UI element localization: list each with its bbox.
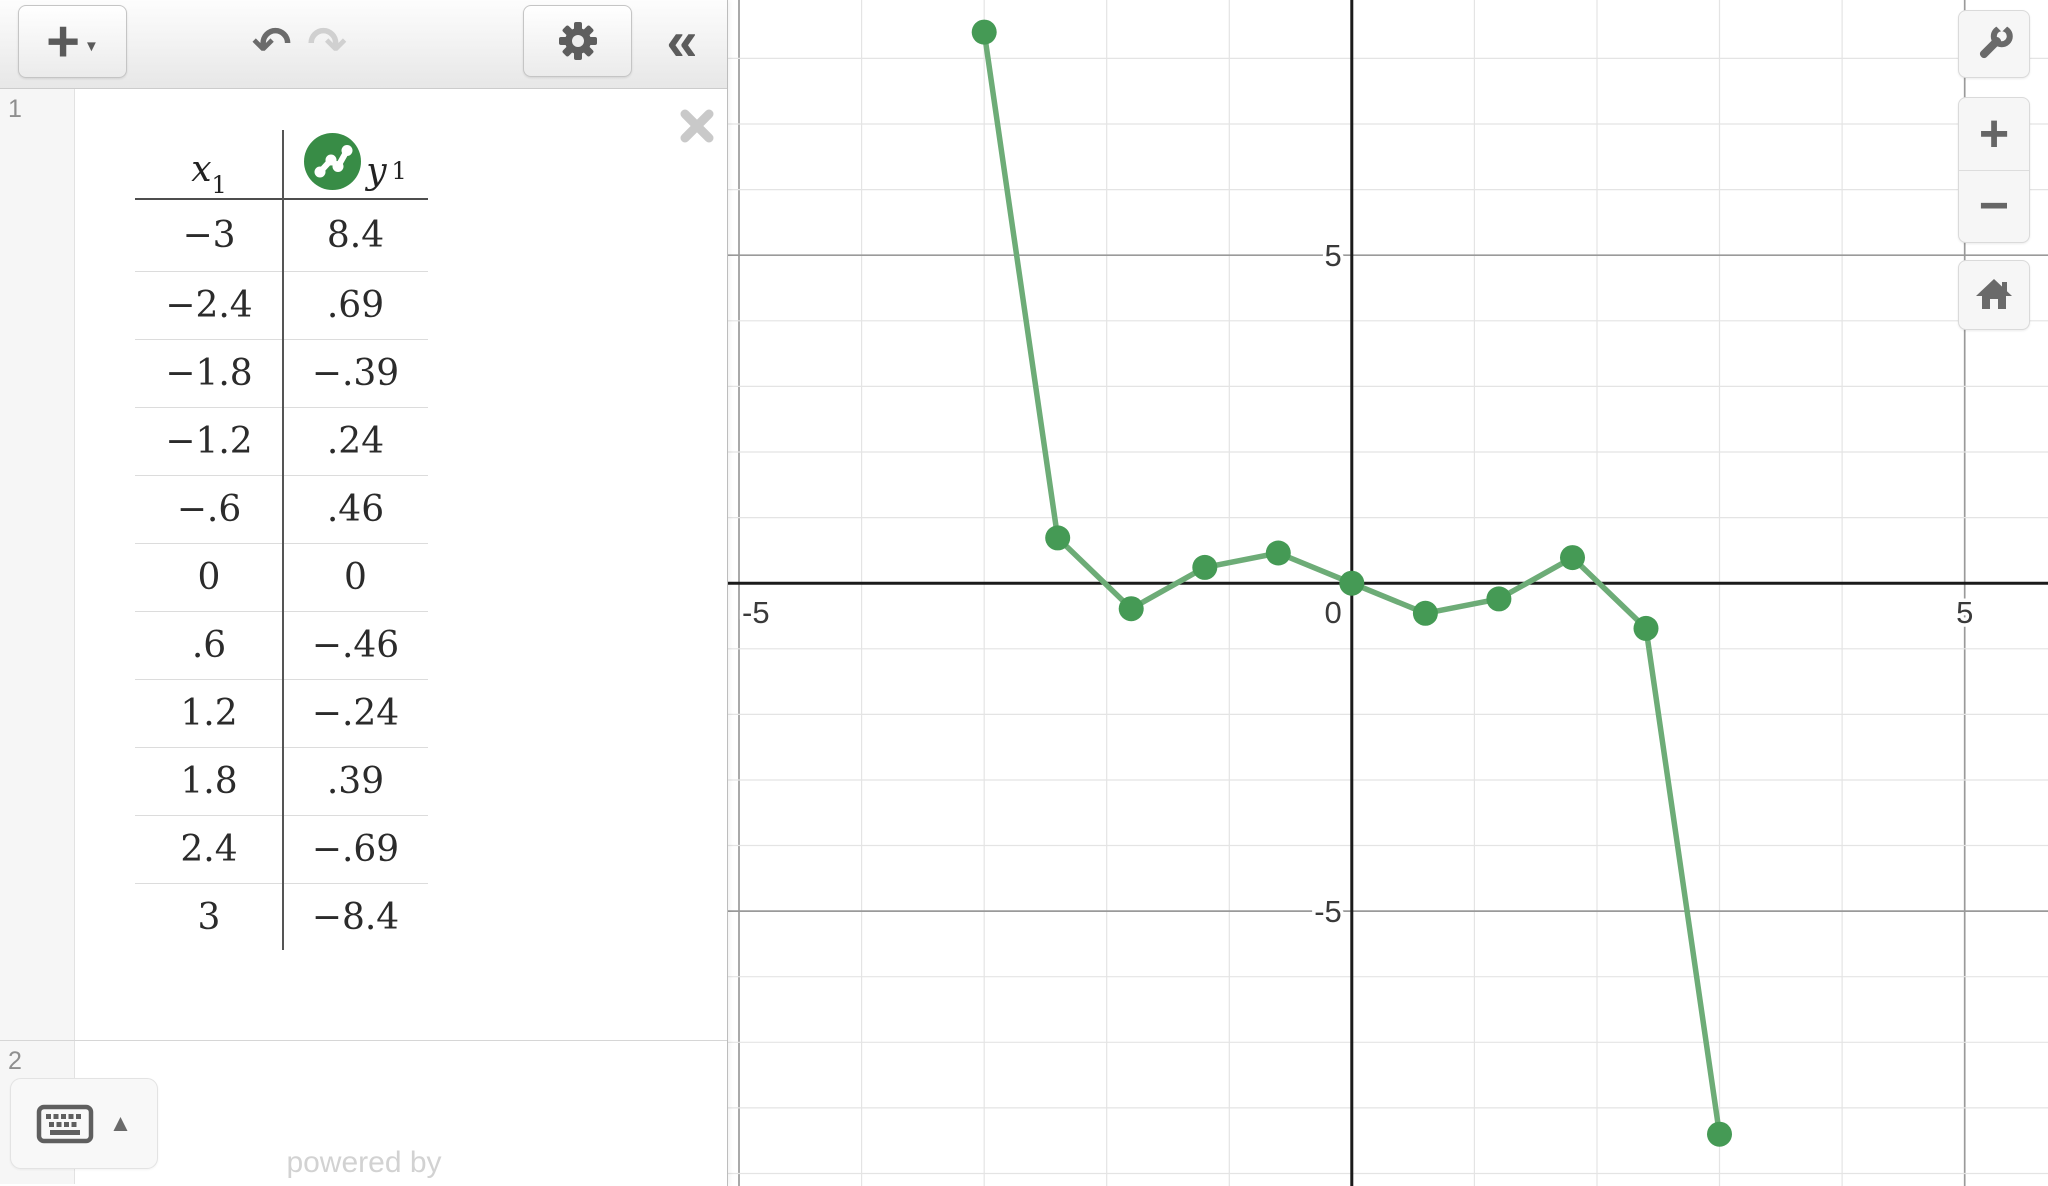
table-column-divider [282, 130, 284, 950]
plus-icon: + [46, 8, 80, 74]
table-row: −.6 .46 [135, 475, 428, 543]
axis-tick-label: 5 [1956, 595, 1973, 630]
close-icon [680, 109, 714, 142]
x-value-cell[interactable]: −1.8 [165, 353, 253, 394]
table-row: −3 8.4 [135, 200, 428, 271]
table-row: −1.2 .24 [135, 407, 428, 475]
data-point[interactable] [1707, 1121, 1732, 1147]
data-point[interactable] [1118, 596, 1144, 622]
zoom-out-button[interactable]: − [1959, 169, 2029, 243]
x-value-cell[interactable]: 1.8 [180, 761, 238, 802]
x-value-cell[interactable]: −2.4 [165, 285, 253, 326]
axis-tick-label: -5 [1314, 894, 1342, 929]
y-value-cell[interactable]: .46 [326, 489, 385, 530]
y-value-cell[interactable]: −.24 [311, 693, 400, 734]
y-value-cell[interactable]: 8.4 [326, 215, 385, 256]
y-value-cell[interactable]: .39 [326, 761, 385, 802]
axis-tick-label: -5 [742, 595, 770, 630]
data-point[interactable] [1560, 545, 1585, 571]
data-point[interactable] [1412, 600, 1438, 626]
x-value-cell[interactable]: .6 [191, 625, 227, 666]
powered-by-label: powered by [286, 1146, 442, 1179]
x-value-cell[interactable]: −1.2 [165, 421, 253, 462]
x-value-cell[interactable]: −.6 [176, 489, 242, 530]
home-icon [1976, 279, 2012, 309]
zoom-button-group: + − [1958, 97, 2030, 243]
y-value-cell[interactable]: −8.4 [311, 897, 400, 938]
wrench-icon [1979, 22, 2013, 59]
chevron-double-left-icon: « [666, 9, 698, 72]
plus-icon: + [1978, 104, 2010, 163]
expression-row-2: 2 [0, 1041, 727, 1184]
undo-icon[interactable]: ↶ [252, 17, 292, 72]
redo-icon[interactable]: ↷ [307, 17, 347, 72]
data-point[interactable] [1192, 554, 1218, 580]
y-value-cell[interactable]: .24 [326, 421, 385, 462]
x-value-cell[interactable]: −3 [182, 215, 236, 256]
close-expression-button[interactable] [675, 105, 719, 149]
data-point[interactable] [1486, 586, 1512, 612]
header-letter: y [366, 151, 387, 192]
history-controls: ↶ ↷ [252, 0, 347, 89]
y-value-cell[interactable]: .69 [326, 285, 385, 326]
add-expression-button[interactable]: + ▼ [18, 5, 127, 78]
table-row: −2.4 .69 [135, 271, 428, 339]
expression-panel: + ▼ ↶ ↷ « [0, 0, 728, 1186]
expression-gutter-1[interactable]: 1 [0, 89, 75, 1040]
y-value-cell[interactable]: −.46 [311, 625, 400, 666]
expression-index: 2 [8, 1047, 22, 1075]
data-point[interactable] [1265, 540, 1291, 566]
x-value-cell[interactable]: 2.4 [180, 829, 238, 870]
header-subscript: 1 [391, 156, 407, 185]
keyboard-toggle-button[interactable]: ▲ [10, 1078, 158, 1169]
chevron-down-icon: ▼ [84, 38, 99, 55]
table-row: 3 −8.4 [135, 883, 428, 951]
graph-controls: + − [1958, 10, 2030, 330]
data-point[interactable] [971, 19, 997, 45]
plot-style-icon[interactable] [304, 133, 362, 190]
minus-icon: − [1978, 177, 2010, 236]
x-value-cell[interactable]: 1.2 [180, 693, 238, 734]
table-rows: −3 8.4 −2.4.69 −1.8 −.39 −1.2.24 −.6.46 0 0.6 −.4… [135, 200, 428, 951]
table-row: .6 −.46 [135, 611, 428, 679]
default-zoom-button[interactable] [1958, 260, 2030, 330]
y-value-cell[interactable]: −.39 [311, 353, 400, 394]
x-value-cell[interactable]: 3 [197, 897, 221, 938]
axis-tick-label: 5 [1325, 238, 1342, 273]
settings-button[interactable] [523, 5, 632, 77]
axis-tick-label: 0 [1325, 595, 1342, 630]
expression-index: 1 [8, 95, 22, 123]
table-row: 1.8 .39 [135, 747, 428, 815]
header-letter: x [191, 149, 212, 190]
y-value-cell[interactable]: 0 [344, 557, 367, 598]
keyboard-icon [36, 1104, 93, 1143]
table-row: −1.8 −.39 [135, 339, 428, 407]
table-row: 1.2 −.24 [135, 679, 428, 747]
expression-toolbar: + ▼ ↶ ↷ « [0, 0, 727, 89]
graph-canvas[interactable]: -5 0 5 5 -5 [728, 0, 2048, 1186]
x-value-cell[interactable]: 0 [197, 557, 221, 598]
data-point[interactable] [1339, 570, 1365, 596]
graph-area: -5 0 5 5 -5 + − [728, 0, 2048, 1186]
triangle-up-icon: ▲ [108, 1109, 133, 1137]
data-point[interactable] [1045, 525, 1071, 551]
table-row: 2.4 −.69 [135, 815, 428, 883]
data-point[interactable] [1633, 615, 1659, 641]
y-value-cell[interactable]: −.69 [311, 829, 400, 870]
gear-icon [558, 22, 597, 60]
empty-expression-card[interactable] [75, 1041, 727, 1184]
collapse-panel-button[interactable]: « [652, 0, 712, 89]
header-subscript: 1 [211, 171, 227, 199]
graph-settings-button[interactable] [1958, 10, 2030, 78]
zoom-in-button[interactable]: + [1959, 98, 2029, 170]
